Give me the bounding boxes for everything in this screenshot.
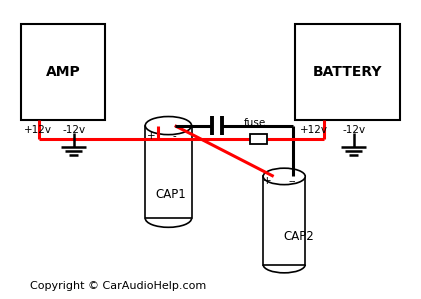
- Text: -12v: -12v: [342, 125, 365, 135]
- Ellipse shape: [263, 168, 305, 185]
- Bar: [295, 24, 400, 120]
- Text: CAP1: CAP1: [155, 188, 186, 201]
- Text: +: +: [147, 131, 156, 141]
- Text: fuse: fuse: [244, 118, 266, 128]
- Bar: [145, 126, 192, 218]
- Bar: [263, 176, 305, 265]
- Text: -12v: -12v: [62, 125, 85, 135]
- Bar: [21, 24, 105, 120]
- Text: -: -: [173, 131, 176, 141]
- Text: AMP: AMP: [46, 65, 80, 79]
- Text: Copyright © CarAudioHelp.com: Copyright © CarAudioHelp.com: [30, 280, 206, 291]
- Ellipse shape: [145, 117, 192, 135]
- Text: +: +: [263, 176, 272, 186]
- Bar: [250, 134, 267, 144]
- Text: BATTERY: BATTERY: [312, 65, 382, 79]
- Text: +12v: +12v: [24, 125, 52, 135]
- Text: +12v: +12v: [300, 125, 328, 135]
- Text: CAP2: CAP2: [283, 230, 314, 243]
- Text: --: --: [289, 176, 296, 186]
